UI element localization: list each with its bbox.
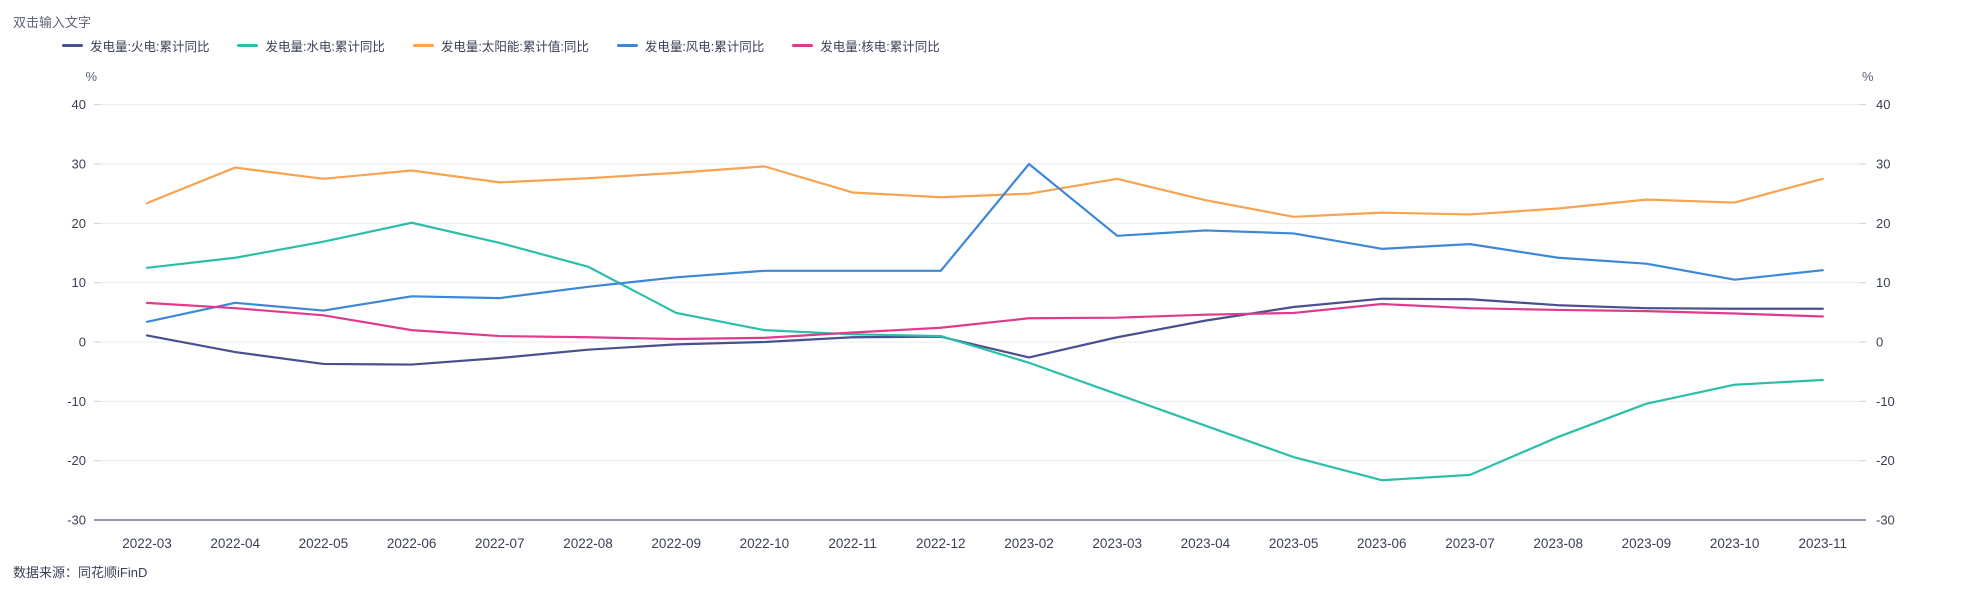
x-tick-label: 2022-05	[299, 536, 349, 551]
x-tick-label: 2023-02	[1004, 536, 1054, 551]
x-tick-label: 2023-03	[1092, 536, 1142, 551]
x-tick-label: 2023-09	[1622, 536, 1672, 551]
y-tick-label-left: -20	[67, 453, 86, 468]
x-tick-label: 2022-08	[563, 536, 613, 551]
x-tick-label: 2022-10	[740, 536, 790, 551]
y-tick-label-right: -10	[1876, 394, 1895, 409]
y-tick-label-right: -20	[1876, 453, 1895, 468]
legend: 发电量:火电:累计同比 发电量:水电:累计同比 发电量:太阳能:累计值:同比 发电量:…	[62, 36, 940, 55]
y-tick-label-right: -30	[1876, 512, 1895, 527]
x-tick-label: 2022-06	[387, 536, 437, 551]
legend-label-wind: 发电量:风电:累计同比	[644, 40, 765, 54]
legend-marker-solar	[412, 44, 434, 47]
y-tick-label-right: 20	[1876, 216, 1890, 231]
x-tick-label: 2022-09	[651, 536, 701, 551]
legend-label-solar: 发电量:太阳能:累计值:同比	[440, 40, 589, 54]
legend-item-solar[interactable]: 发电量:太阳能:累计值:同比	[412, 36, 589, 55]
y-tick-label-right: 0	[1876, 335, 1883, 350]
y-tick-label-right: 10	[1876, 275, 1890, 290]
y-axis-unit-left: %	[85, 69, 97, 84]
legend-marker-nuclear	[792, 44, 814, 47]
x-tick-label: 2023-07	[1445, 536, 1495, 551]
y-tick-label-left: 20	[72, 216, 86, 231]
x-tick-label: 2023-06	[1357, 536, 1407, 551]
series-line-nuclear[interactable]	[145, 301, 1824, 341]
legend-item-thermal[interactable]: 发电量:火电:累计同比	[62, 36, 209, 55]
y-axis-unit-right: %	[1862, 69, 1874, 84]
series-line-hydro[interactable]	[145, 221, 1824, 482]
x-tick-label: 2022-07	[475, 536, 525, 551]
series-line-thermal[interactable]	[145, 297, 1824, 366]
x-tick-label: 2023-05	[1269, 536, 1319, 551]
legend-item-wind[interactable]: 发电量:风电:累计同比	[616, 36, 765, 55]
y-tick-label-left: 40	[72, 97, 86, 112]
y-tick-label-left: 30	[72, 157, 86, 172]
data-source: 数据来源：同花顺iFinD	[13, 565, 148, 580]
y-tick-label-right: 30	[1876, 157, 1890, 172]
legend-marker-hydro	[237, 44, 259, 47]
y-tick-label-right: 40	[1876, 97, 1890, 112]
legend-label-hydro: 发电量:水电:累计同比	[265, 40, 385, 54]
series-line-solar[interactable]	[145, 165, 1824, 218]
legend-item-nuclear[interactable]: 发电量:核电:累计同比	[792, 36, 940, 55]
x-tick-label: 2023-10	[1710, 536, 1760, 551]
legend-label-thermal: 发电量:火电:累计同比	[90, 40, 210, 54]
y-tick-label-left: 10	[72, 275, 86, 290]
x-tick-label: 2023-11	[1799, 536, 1848, 551]
x-tick-label: 2022-04	[210, 536, 260, 551]
legend-marker-thermal	[62, 44, 83, 47]
legend-label-nuclear: 发电量:核电:累计同比	[820, 40, 940, 54]
chart-title-placeholder[interactable]: 双击输入文字	[13, 15, 92, 30]
y-tick-label-left: -10	[67, 394, 86, 409]
legend-item-hydro[interactable]: 发电量:水电:累计同比	[237, 36, 385, 55]
x-tick-label: 2022-11	[828, 536, 877, 551]
series-line-wind[interactable]	[145, 162, 1824, 323]
x-tick-label: 2022-03	[122, 536, 172, 551]
x-tick-label: 2023-08	[1533, 536, 1583, 551]
legend-marker-wind	[616, 44, 638, 47]
x-tick-label: 2022-12	[916, 536, 966, 551]
x-tick-label: 2023-04	[1181, 536, 1231, 551]
y-tick-label-left: 0	[79, 335, 86, 350]
y-tick-label-left: -30	[67, 512, 86, 527]
